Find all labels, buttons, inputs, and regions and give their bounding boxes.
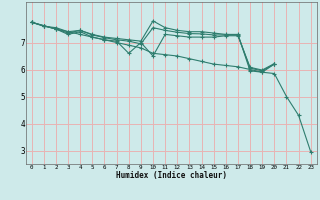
X-axis label: Humidex (Indice chaleur): Humidex (Indice chaleur) (116, 171, 227, 180)
